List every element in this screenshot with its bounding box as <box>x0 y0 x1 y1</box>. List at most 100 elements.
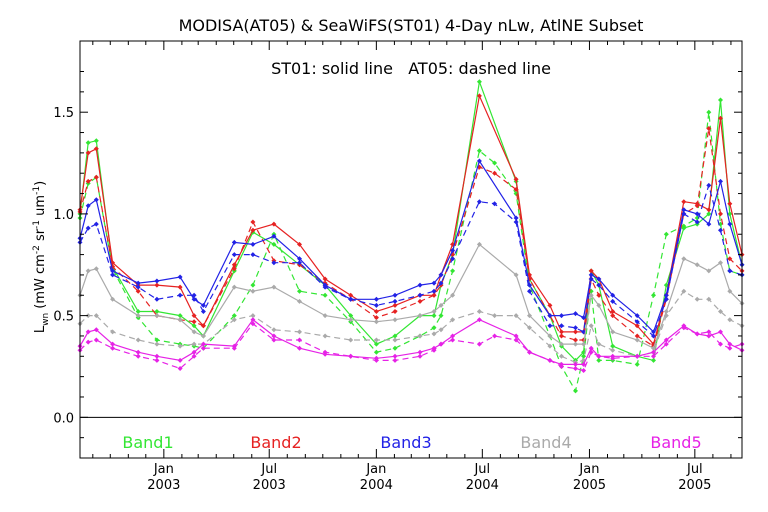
data-point <box>476 241 482 247</box>
data-point <box>392 337 398 343</box>
data-point <box>417 353 423 359</box>
data-point <box>417 298 423 304</box>
data-point <box>297 288 302 294</box>
data-point <box>154 341 160 347</box>
data-point <box>93 327 99 333</box>
data-point <box>573 388 578 394</box>
data-point <box>438 302 444 308</box>
data-point <box>392 302 398 308</box>
data-point <box>191 323 197 329</box>
data-point <box>200 341 206 347</box>
data-point <box>492 160 498 166</box>
data-point <box>191 341 197 347</box>
data-point <box>663 296 669 302</box>
data-point <box>392 333 398 339</box>
data-point <box>271 260 277 266</box>
y-tick-label: 1.5 <box>53 106 74 121</box>
data-point <box>651 292 656 298</box>
data-point <box>373 319 379 325</box>
legend-entry-band3: Band3 <box>380 433 431 452</box>
y-tick-label: 0.5 <box>53 310 74 325</box>
data-point <box>250 313 256 319</box>
data-point <box>438 327 444 333</box>
data-point <box>392 317 398 323</box>
legend-entry-band2: Band2 <box>250 433 301 452</box>
legend-entry-band1: Band1 <box>122 433 173 452</box>
data-point <box>231 345 237 351</box>
data-point <box>271 337 277 343</box>
data-point <box>231 252 237 258</box>
data-point <box>727 201 733 207</box>
data-point <box>492 313 498 319</box>
x-tick-label-month: Jan <box>578 462 599 477</box>
data-point <box>513 176 519 182</box>
data-point <box>348 313 354 319</box>
data-point <box>93 197 99 203</box>
data-point <box>322 276 328 282</box>
data-point <box>438 272 444 278</box>
chart-annotation: ST01: solid line AT05: dashed line <box>271 59 551 78</box>
data-point <box>93 313 99 319</box>
data-point <box>177 343 183 349</box>
legend-entry-band5: Band5 <box>650 433 701 452</box>
data-point <box>681 256 687 262</box>
data-point <box>681 288 687 294</box>
data-point <box>392 292 398 298</box>
data-point <box>373 349 379 355</box>
data-point <box>573 366 578 371</box>
data-point <box>727 288 733 294</box>
data-point <box>663 313 669 319</box>
data-point <box>573 361 578 367</box>
data-point <box>417 349 423 355</box>
data-point <box>581 315 587 321</box>
data-point <box>431 309 437 314</box>
data-point <box>450 292 456 298</box>
data-point <box>93 138 99 144</box>
data-point <box>93 221 99 227</box>
data-point <box>135 284 141 290</box>
data-point <box>271 221 277 227</box>
data-point <box>417 292 423 298</box>
data-point <box>513 215 519 221</box>
data-point <box>438 341 444 347</box>
data-point <box>135 313 141 319</box>
data-point <box>231 239 237 245</box>
data-point <box>651 357 656 363</box>
data-point <box>513 219 519 225</box>
data-point <box>706 126 712 131</box>
series-line-band4 <box>79 243 743 350</box>
data-point <box>634 361 640 367</box>
data-point <box>85 339 91 345</box>
x-tick-label-year: 2003 <box>253 478 286 493</box>
data-point <box>663 292 669 298</box>
data-point <box>417 282 423 288</box>
data-point <box>596 292 602 298</box>
data-point <box>110 345 116 351</box>
data-point <box>431 292 437 298</box>
x-tick-label-year: 2003 <box>147 478 180 493</box>
series-line-band3 <box>79 159 743 333</box>
data-point <box>85 140 91 146</box>
legend-entry-band4: Band4 <box>520 433 571 452</box>
series-line-band5 <box>79 318 743 365</box>
svg-text:Lwn (mW cm-2 sr-1 um-1): Lwn (mW cm-2 sr-1 um-1) <box>32 181 51 333</box>
data-point <box>348 353 354 359</box>
data-point <box>110 296 116 302</box>
data-point <box>634 319 640 325</box>
data-point <box>513 313 519 319</box>
data-point <box>450 333 456 339</box>
data-point <box>727 211 733 217</box>
data-point <box>718 341 723 347</box>
data-point <box>271 333 277 339</box>
data-point <box>297 337 302 343</box>
data-point <box>373 296 379 302</box>
data-point <box>651 353 656 359</box>
data-point <box>718 211 723 217</box>
data-point <box>476 79 482 85</box>
data-point <box>706 221 712 227</box>
data-point <box>694 211 700 217</box>
data-point <box>706 333 712 339</box>
data-point <box>177 366 183 371</box>
data-point <box>610 347 616 353</box>
data-point <box>322 333 328 339</box>
